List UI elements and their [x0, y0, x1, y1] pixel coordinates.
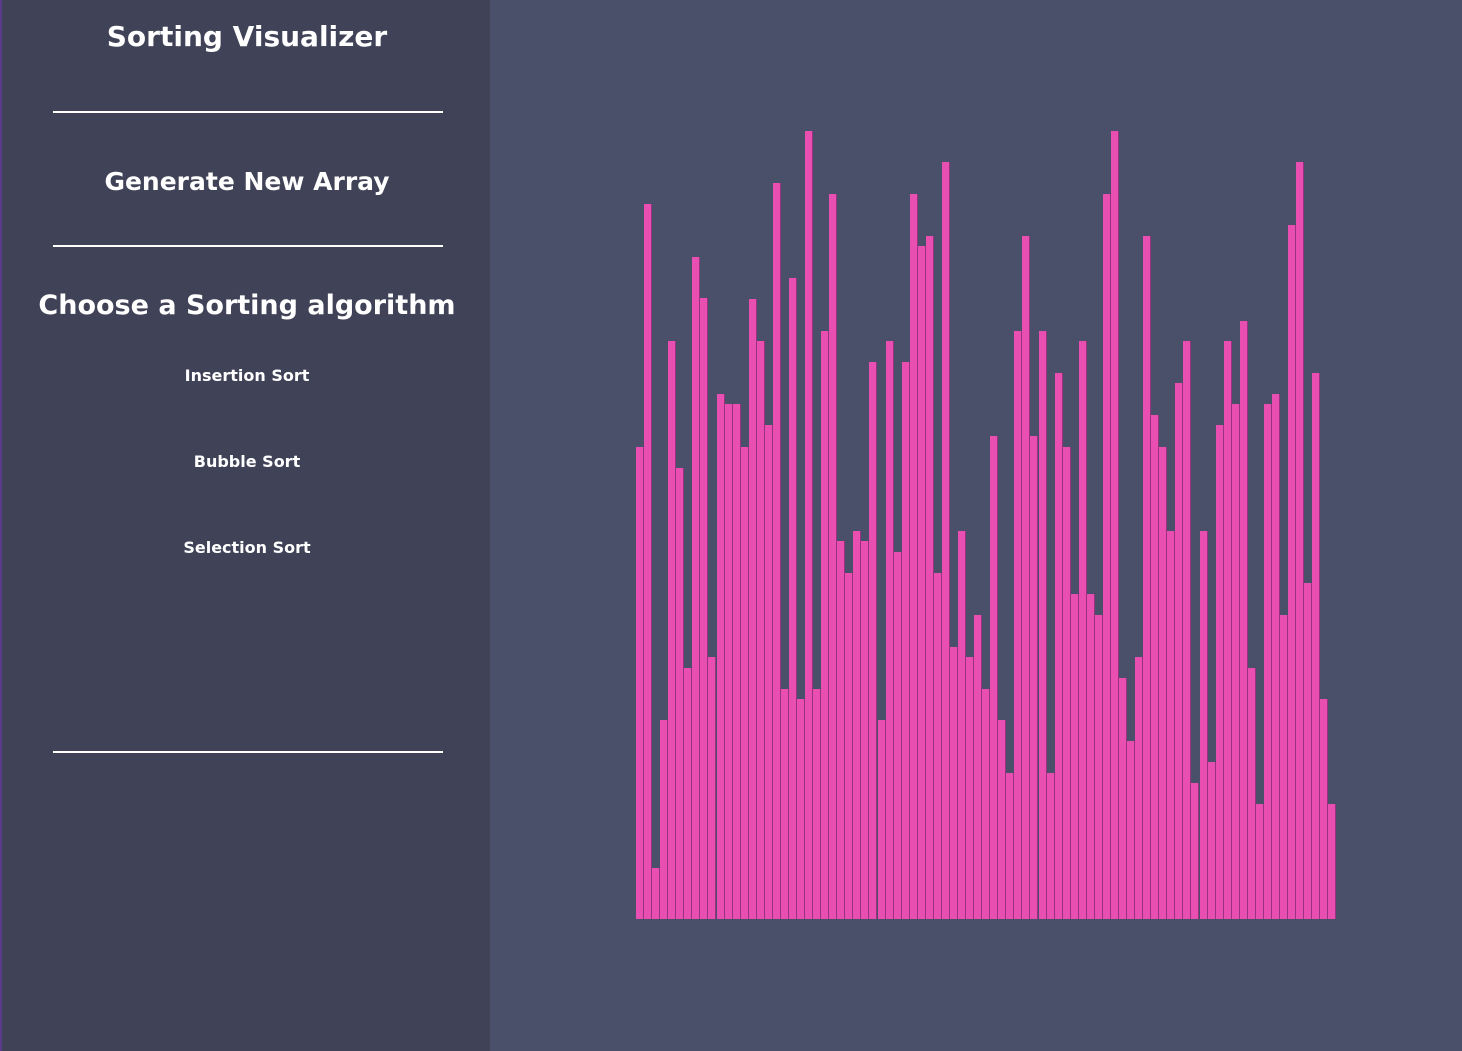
array-bar	[829, 194, 838, 919]
array-bar	[1263, 404, 1272, 919]
array-bar	[821, 331, 830, 919]
array-bar	[1119, 678, 1128, 919]
array-bar	[716, 394, 725, 919]
array-bar	[1102, 194, 1111, 919]
array-bar	[1143, 236, 1152, 919]
divider	[53, 111, 443, 113]
array-bar	[652, 868, 661, 919]
array-bar	[1215, 425, 1224, 919]
bubble-sort-button[interactable]: Bubble Sort	[2, 452, 492, 471]
array-bar	[1207, 762, 1216, 919]
array-bar	[1135, 657, 1144, 919]
array-bar	[1030, 436, 1039, 919]
array-bar	[998, 720, 1007, 919]
selection-sort-button[interactable]: Selection Sort	[2, 538, 492, 557]
array-bar	[925, 236, 934, 919]
array-bar	[1086, 594, 1095, 919]
array-bar	[740, 447, 749, 919]
array-bar	[805, 131, 814, 919]
generate-new-array-button[interactable]: Generate New Array	[2, 167, 492, 196]
array-bar	[1159, 447, 1168, 919]
array-bar	[1320, 699, 1329, 919]
array-bar	[1191, 783, 1200, 919]
array-bar	[917, 246, 926, 919]
array-bar	[1239, 321, 1248, 919]
array-bar	[1304, 583, 1313, 919]
array-bar	[877, 720, 886, 919]
array-bar	[949, 647, 958, 919]
array-bar	[1167, 531, 1176, 919]
array-bar	[861, 541, 870, 919]
visualizer-area	[490, 0, 1462, 1051]
array-bar	[1006, 773, 1015, 919]
array-bar	[1062, 447, 1071, 919]
array-bar	[724, 404, 733, 919]
array-bar	[1038, 331, 1047, 919]
array-bar	[1312, 373, 1321, 919]
array-bar	[1271, 394, 1280, 919]
array-bar	[845, 573, 854, 919]
array-bar	[1127, 741, 1136, 919]
array-bar	[1296, 162, 1305, 919]
array-bar	[1199, 531, 1208, 919]
array-bar	[1022, 236, 1031, 919]
array-bar	[1151, 415, 1160, 919]
array-bar	[692, 257, 701, 919]
array-bar	[668, 341, 677, 919]
array-bar	[1094, 615, 1103, 919]
array-bar	[797, 699, 806, 919]
array-bar	[869, 362, 878, 919]
array-bar	[974, 615, 983, 919]
array-bar	[909, 194, 918, 919]
array-bar	[1223, 341, 1232, 919]
array-bar	[893, 552, 902, 919]
array-bar	[1328, 804, 1337, 919]
divider	[53, 245, 443, 247]
array-bar	[1288, 225, 1297, 919]
array-bar	[837, 541, 846, 919]
array-bar	[708, 657, 717, 919]
array-bar	[748, 299, 757, 919]
array-bar	[764, 425, 773, 919]
array-bar	[1014, 331, 1023, 919]
array-bar	[1183, 341, 1192, 919]
array-bar	[676, 468, 685, 919]
array-bar	[853, 531, 862, 919]
array-bar	[1110, 131, 1119, 919]
array-bar	[1280, 615, 1289, 919]
array-bar	[933, 573, 942, 919]
array-bar	[901, 362, 910, 919]
array-bar	[756, 341, 765, 919]
array-bar	[772, 183, 781, 919]
array-bar	[958, 531, 967, 919]
insertion-sort-button[interactable]: Insertion Sort	[2, 366, 492, 385]
array-bar	[788, 278, 797, 919]
array-bar	[780, 689, 789, 919]
array-bar	[732, 404, 741, 919]
array-bar	[700, 298, 709, 919]
array-bar	[1078, 341, 1087, 919]
array-bar	[660, 720, 669, 919]
array-bar	[1054, 373, 1063, 919]
array-bar	[684, 668, 693, 919]
divider	[53, 751, 443, 753]
array-bar	[1175, 383, 1184, 919]
array-bar	[1255, 804, 1264, 919]
array-bar	[941, 162, 950, 919]
array-bar	[636, 447, 645, 919]
array-bar	[1247, 668, 1256, 919]
algorithm-heading: Choose a Sorting algorithm	[38, 290, 456, 321]
array-bar	[813, 689, 822, 919]
array-bar	[885, 341, 894, 919]
array-bar	[982, 689, 991, 919]
array-bar	[1046, 773, 1055, 919]
array-bar	[990, 436, 999, 919]
array-bar	[1070, 594, 1079, 919]
sidebar: Sorting Visualizer Generate New Array Ch…	[0, 0, 490, 1051]
array-bar	[966, 657, 975, 919]
app-title: Sorting Visualizer	[106, 20, 388, 53]
array-bar	[644, 204, 653, 919]
array-bar	[1231, 404, 1240, 919]
